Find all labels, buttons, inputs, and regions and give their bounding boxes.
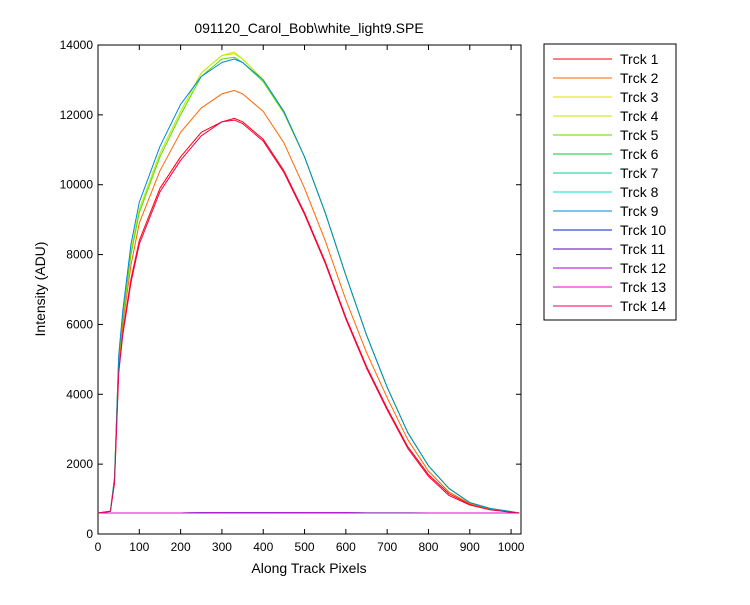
y-tick-label: 4000 — [66, 387, 93, 401]
x-tick-label: 700 — [377, 540, 397, 554]
y-tick-label: 2000 — [66, 457, 93, 471]
y-tick-label: 6000 — [66, 317, 93, 331]
y-tick-label: 14000 — [60, 38, 94, 52]
x-tick-label: 200 — [171, 540, 191, 554]
legend-label: Trck 13 — [620, 279, 666, 295]
y-tick-label: 10000 — [60, 178, 94, 192]
legend-label: Trck 14 — [620, 298, 666, 314]
legend-label: Trck 5 — [620, 127, 659, 143]
x-tick-label: 900 — [460, 540, 480, 554]
x-tick-label: 100 — [129, 540, 149, 554]
x-tick-label: 300 — [212, 540, 232, 554]
x-tick-label: 400 — [253, 540, 273, 554]
legend-label: Trck 9 — [620, 203, 659, 219]
y-tick-label: 12000 — [60, 108, 94, 122]
y-tick-label: 0 — [86, 527, 93, 541]
legend-label: Trck 6 — [620, 146, 659, 162]
legend-label: Trck 12 — [620, 260, 666, 276]
legend-label: Trck 11 — [620, 241, 665, 257]
x-axis-label: Along Track Pixels — [251, 560, 366, 576]
legend[interactable]: Trck 1 Trck 2 Trck 3 Trck 4 Trck 5 Trck 6 Trck… — [544, 44, 676, 320]
chart-title: 091120_Carol_Bob\white_light9.SPE — [194, 20, 423, 36]
plot-area — [98, 45, 521, 534]
legend-label: Trck 7 — [620, 165, 659, 181]
x-tick-label: 500 — [295, 540, 315, 554]
legend-label: Trck 1 — [620, 51, 659, 67]
legend-label: Trck 8 — [620, 184, 659, 200]
legend-label: Trck 10 — [620, 222, 666, 238]
legend-label: Trck 2 — [620, 70, 659, 86]
y-axis-label: Intensity (ADU) — [32, 242, 48, 337]
x-tick-label: 0 — [95, 540, 102, 554]
x-tick-label: 600 — [336, 540, 356, 554]
x-tick-label: 800 — [418, 540, 438, 554]
legend-label: Trck 3 — [620, 89, 659, 105]
x-tick-label: 1000 — [498, 540, 525, 554]
legend-label: Trck 4 — [620, 108, 659, 124]
y-tick-label: 8000 — [66, 248, 93, 262]
